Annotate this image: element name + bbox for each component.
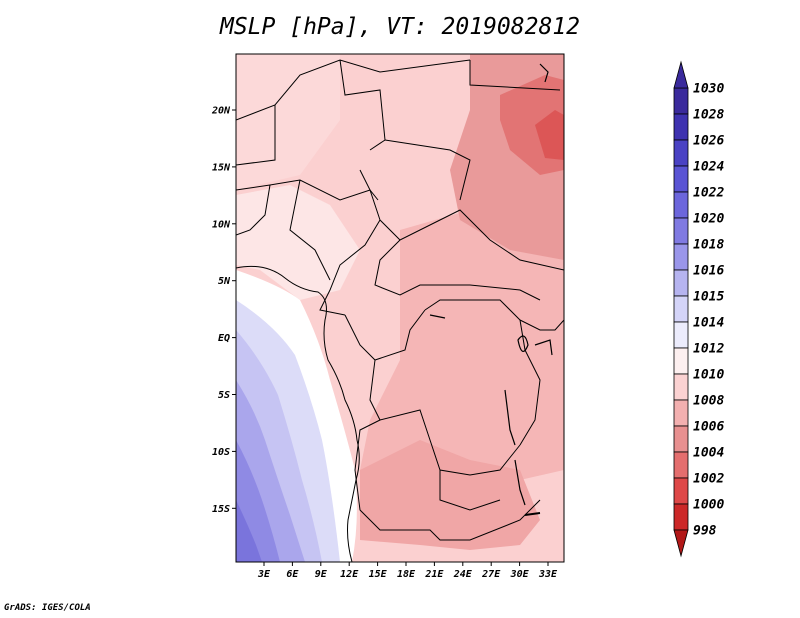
colorbar-segment bbox=[673, 347, 689, 375]
colorbar-segment bbox=[673, 399, 689, 427]
lat-label: 10N bbox=[212, 219, 231, 230]
colorbar-label: 1020 bbox=[693, 212, 724, 227]
lon-label: 15E bbox=[369, 569, 388, 580]
lat-label: 20N bbox=[211, 106, 231, 117]
colorbar-segment bbox=[673, 87, 689, 115]
colorbar-segment bbox=[673, 269, 689, 297]
colorbar-label: 1026 bbox=[693, 134, 724, 149]
lon-label: 24E bbox=[453, 569, 473, 580]
colorbar-label: 1016 bbox=[693, 264, 724, 279]
figure-title: MSLP [hPa], VT: 2019082812 bbox=[219, 14, 581, 40]
colorbar-segment bbox=[673, 321, 689, 349]
lat-label: 15N bbox=[212, 162, 231, 173]
colorbar-label: 1018 bbox=[693, 238, 724, 253]
colorbar-label: 998 bbox=[693, 524, 717, 539]
colorbar-label: 1002 bbox=[693, 472, 724, 487]
lon-label: 30E bbox=[510, 569, 530, 580]
lon-label: 27E bbox=[481, 569, 501, 580]
colorbar-segment bbox=[673, 217, 689, 245]
field-south-1008 bbox=[360, 440, 540, 550]
longitude-axis: 3E 6E 9E 12E 15E 18E 21E 24E 27E 30E 33E bbox=[257, 562, 558, 580]
colorbar-legend: 1030 1028 1026 1024 1022 1020 1018 1016 1015 1014… bbox=[673, 60, 724, 558]
coastline bbox=[236, 265, 360, 562]
lon-label: 12E bbox=[340, 569, 359, 580]
latitude-axis: 20N 15N 10N 5N EQ 5S 10S 15S bbox=[211, 106, 236, 515]
colorbar-label: 1004 bbox=[693, 446, 724, 461]
colorbar-label: 1015 bbox=[693, 290, 724, 305]
ocean-1022 bbox=[236, 500, 262, 562]
red-sea-coast bbox=[539, 63, 549, 83]
pressure-field bbox=[236, 54, 564, 562]
lake-south bbox=[524, 512, 541, 516]
lon-label: 9E bbox=[315, 569, 328, 580]
lon-label: 6E bbox=[286, 569, 299, 580]
colorbar-bottom-arrow bbox=[673, 529, 689, 558]
country-borders bbox=[236, 59, 564, 541]
colorbar-segment bbox=[673, 425, 689, 453]
lon-label: 21E bbox=[424, 569, 444, 580]
lon-label: 18E bbox=[397, 569, 416, 580]
colorbar-top-arrow bbox=[673, 60, 689, 89]
lat-label: 10S bbox=[212, 447, 230, 458]
field-central-1010 bbox=[360, 210, 564, 520]
colorbar-segment bbox=[673, 477, 689, 505]
field-low-1004 bbox=[535, 110, 564, 160]
colorbar-label: 1010 bbox=[693, 368, 724, 383]
colorbar-label: 1022 bbox=[693, 186, 724, 201]
colorbar-label: 1008 bbox=[693, 394, 724, 409]
colorbar-label: 1024 bbox=[693, 160, 724, 175]
lakes bbox=[429, 314, 553, 506]
colorbar-label: 1030 bbox=[693, 82, 724, 97]
map-frame bbox=[235, 53, 565, 563]
colorbar-label: 1012 bbox=[693, 342, 724, 357]
colorbar-label: 1006 bbox=[693, 420, 724, 435]
colorbar-segment bbox=[673, 139, 689, 167]
lat-label: 15S bbox=[212, 504, 230, 515]
colorbar-segment bbox=[673, 295, 689, 323]
colorbar-segment bbox=[673, 165, 689, 193]
colorbar-label: 1000 bbox=[693, 498, 724, 513]
lon-label: 3E bbox=[257, 569, 271, 580]
lat-label: 5S bbox=[218, 390, 230, 401]
colorbar-label: 1028 bbox=[693, 108, 724, 123]
colorbar-segment bbox=[673, 243, 689, 271]
colorbar-segment bbox=[673, 113, 689, 141]
colorbar-segment bbox=[673, 451, 689, 479]
colorbar-segment bbox=[673, 503, 689, 531]
colorbar-segment bbox=[673, 373, 689, 401]
grads-credit: GrADS: IGES/COLA bbox=[4, 603, 91, 613]
field-north-west bbox=[236, 54, 340, 190]
lat-label: EQ bbox=[218, 333, 230, 344]
colorbar-segment bbox=[673, 191, 689, 219]
field-west-africa bbox=[236, 185, 360, 300]
lon-label: 33E bbox=[538, 569, 558, 580]
lat-label: 5N bbox=[218, 276, 231, 287]
colorbar-label: 1014 bbox=[693, 316, 724, 331]
